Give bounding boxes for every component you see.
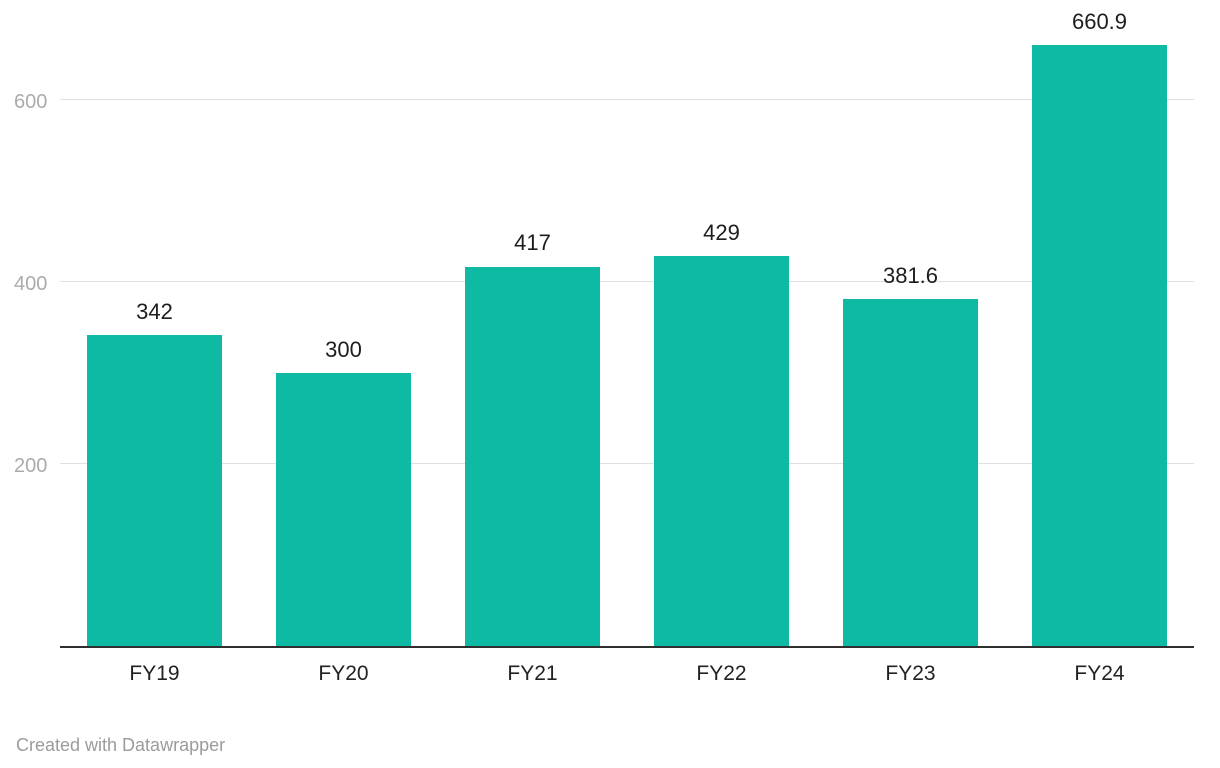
x-tick-label: FY21 — [507, 662, 558, 685]
gridline — [60, 281, 1194, 283]
bar-group: 342 — [60, 45, 249, 646]
y-tick-label: 400 — [14, 273, 48, 296]
x-axis-labels: FY19 FY20 FY21 FY22 FY23 FY24 — [60, 650, 1194, 686]
bar-group: 429 — [627, 45, 816, 646]
bar-value-label: 417 — [514, 230, 551, 256]
x-tick-label: FY19 — [129, 662, 180, 685]
bar-value-label: 660.9 — [1071, 8, 1128, 34]
bar-value-label: 429 — [703, 219, 740, 245]
bar-group: 660.9 — [1005, 9, 1194, 646]
bar-value-label: 381.6 — [882, 262, 939, 288]
bar — [843, 299, 978, 646]
bar — [87, 335, 222, 646]
x-tick-label: FY20 — [318, 662, 369, 685]
bar — [1032, 45, 1167, 646]
gridline — [60, 99, 1194, 101]
bar-group: 417 — [438, 45, 627, 646]
bar — [276, 373, 411, 646]
x-tick-label: FY24 — [1074, 662, 1125, 685]
datawrapper-attribution-link[interactable]: Created with Datawrapper — [16, 735, 226, 755]
gridline — [60, 463, 1194, 465]
y-tick-label: 200 — [14, 455, 48, 478]
bar-group: 300 — [249, 45, 438, 646]
bar-value-label: 300 — [325, 336, 362, 362]
y-tick-label: 600 — [14, 91, 48, 114]
gridlines — [60, 45, 1194, 646]
bar-group: 381.6 — [816, 45, 1005, 646]
bar-value-label: 342 — [136, 298, 173, 324]
bars-row: 342 300 417 429 381.6 660.9 — [60, 9, 1194, 646]
plot-area: 342 300 417 429 381.6 660.9 — [60, 9, 1194, 648]
x-tick-label: FY22 — [696, 662, 747, 685]
y-axis-labels: 200 400 600 — [14, 45, 56, 648]
x-tick-label: FY23 — [885, 662, 936, 685]
bar — [465, 266, 600, 646]
bar — [654, 255, 789, 646]
